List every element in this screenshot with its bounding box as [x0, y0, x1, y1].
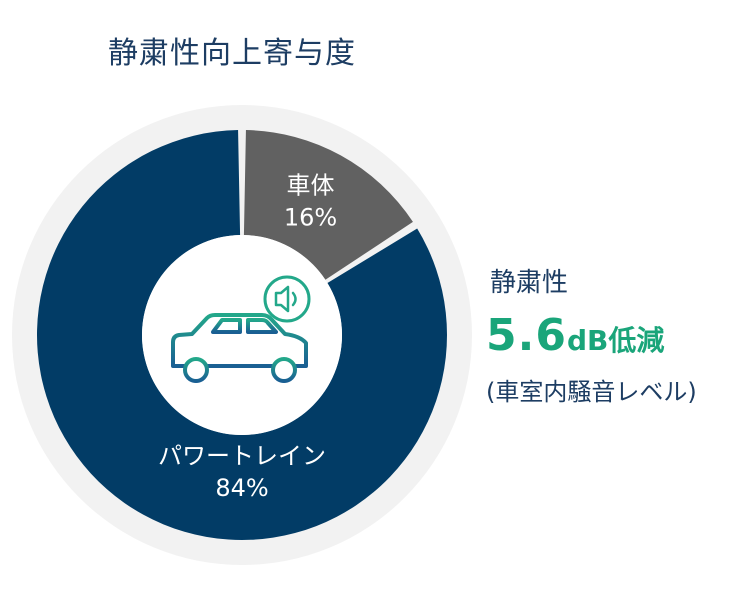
donut-slices — [37, 130, 448, 540]
effect-unit: dB低減 — [566, 324, 665, 357]
donut-slice-body — [243, 130, 413, 280]
donut-slice-powertrain — [37, 130, 448, 540]
slice-label-powertrain: パワートレイン — [158, 442, 326, 470]
effect-label: 静粛性 — [490, 268, 569, 298]
car-icon — [171, 313, 308, 383]
effect-value: 5.6dB低減 — [486, 310, 664, 361]
speaker-icon — [263, 275, 311, 323]
page-title: 静粛性向上寄与度 — [108, 36, 356, 71]
slice-label-body: 車体 — [287, 171, 335, 199]
slice-value-powertrain: 84% — [215, 474, 268, 502]
slice-value-body: 16% — [284, 203, 337, 231]
effect-note: (車室内騒音レベル) — [486, 378, 697, 406]
effect-number: 5.6 — [486, 310, 567, 361]
donut-hole — [142, 235, 342, 435]
slice-labels: 車体 16% パワートレイン 84% — [158, 171, 337, 502]
